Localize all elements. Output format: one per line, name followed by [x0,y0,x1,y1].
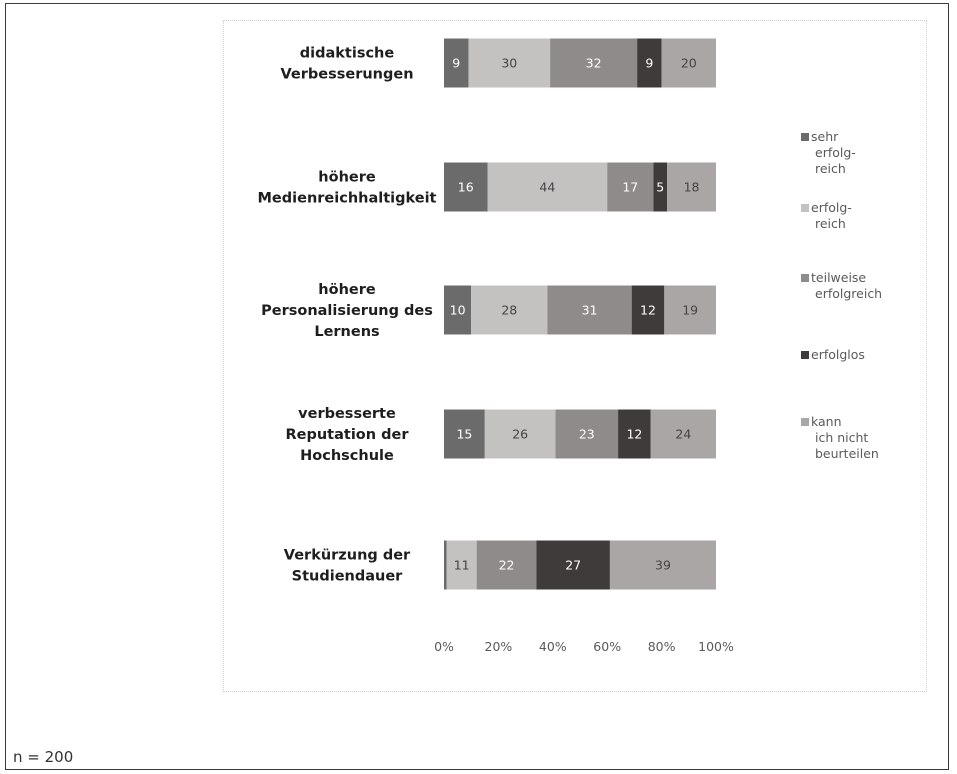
bar-segment [468,38,551,88]
data-label: 28 [501,303,517,318]
data-label: 12 [626,427,642,442]
legend-swatch [801,204,809,212]
data-label: 18 [684,180,700,195]
data-label: 15 [456,427,472,442]
data-label: 24 [675,427,691,442]
chart-frame: didaktische Verbesserungen höhere Medienrei… [5,3,949,770]
bar-segment [444,409,485,459]
data-label: 5 [656,180,664,195]
data-label: 22 [499,558,515,573]
data-label: 9 [452,56,460,71]
x-tick-label: 20% [485,639,513,654]
category-label: höhere Personalisierung des Lernens [261,282,433,340]
bar-segment [653,162,668,212]
data-label: 16 [458,180,474,195]
bar-segment [667,162,716,212]
bar-segment [547,285,632,335]
sample-size-note: n = 200 [13,748,74,766]
data-label: 44 [539,180,555,195]
bar-segment [487,162,608,212]
x-tick-label: 40% [539,639,567,654]
data-label: 12 [640,303,656,318]
bar-segment [444,540,447,590]
legend-label: kann ich nicht beurteilen [811,414,879,461]
category-label: höhere Medienreichhaltigkeit [258,170,437,207]
bar-segment [631,285,665,335]
data-label: 20 [681,56,697,71]
legend-label: sehr erfolg-reich [811,129,856,176]
data-label: 23 [579,427,595,442]
category-label: verbesserte Reputation der Hochschule [285,406,409,464]
bar-segment [444,162,488,212]
data-label: 19 [682,303,698,318]
data-label: 11 [454,558,470,573]
bar-segment [609,540,716,590]
legend-label: teilweise erfolgreich [811,270,882,301]
legend-swatch [801,351,809,359]
bar-segment [550,38,638,88]
bar-segment [536,540,610,590]
category-label: Verkürzung der Studiendauer [284,548,411,585]
legend-swatch [801,133,809,141]
bar-segment [650,409,716,459]
x-tick-label: 0% [434,639,454,654]
bar-segment [476,540,537,590]
bar-segment [446,540,477,590]
bar-segment [444,38,469,88]
category-label: didaktische Verbesserungen [280,46,413,83]
x-tick-label: 100% [698,639,734,654]
bar-segment [637,38,662,88]
data-label: 39 [655,558,671,573]
bar-segment [484,409,556,459]
bar-segment [664,285,716,335]
stacked-bar-chart: didaktische Verbesserungen höhere Medienrei… [258,38,882,654]
data-label: 31 [582,303,598,318]
bar-segment [555,409,619,459]
data-label: 26 [512,427,528,442]
x-tick-label: 80% [648,639,676,654]
data-label: 17 [622,180,638,195]
data-label: 27 [565,558,581,573]
legend-swatch [801,274,809,282]
legend-swatch [801,418,809,426]
data-label: 32 [586,56,602,71]
bar-segment [661,38,716,88]
x-tick-label: 60% [593,639,621,654]
chart-area [223,20,927,692]
legend-label: erfolg-reich [811,200,852,231]
bar-segment [471,285,548,335]
data-label: 10 [450,303,466,318]
legend-label: erfolglos [811,347,865,362]
bar-segment [607,162,654,212]
bar-segment [618,409,651,459]
bar-segment [444,285,472,335]
data-label: 9 [645,56,653,71]
data-label: 30 [501,56,517,71]
